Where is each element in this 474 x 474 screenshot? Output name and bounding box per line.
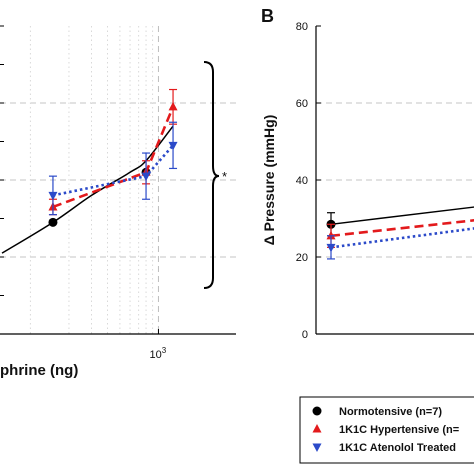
panel-a-x-axis-label: phrine (ng) xyxy=(0,362,78,379)
panel-b-series-1-point-0 xyxy=(326,230,336,240)
panel-b-y-tick-label-3: 60 xyxy=(296,98,308,110)
panel-b-y-ticks: 0 20 40 60 80 xyxy=(296,21,321,341)
panel-b-y-tick-label-0: 0 xyxy=(302,329,308,341)
panel-b-y-tick-label-2: 40 xyxy=(296,175,308,187)
legend-box xyxy=(299,396,474,464)
panel-a: 103 phrine (ng) * xyxy=(0,25,236,379)
panel-a-series-2 xyxy=(48,121,178,216)
panel-a-series-1-point-2 xyxy=(168,101,178,111)
legend-item-0: Normotensive (n=7) xyxy=(312,406,442,418)
significance-asterisk: * xyxy=(222,169,227,184)
panel-b-series-0-line xyxy=(330,206,474,225)
panel-a-series-0-point-0 xyxy=(48,217,58,227)
panel-b-label: B xyxy=(261,6,274,26)
legend: Normotensive (n=7) 1K1C Hypertensive (n= 1… xyxy=(299,396,474,464)
legend-item-0-label: Normotensive (n=7) xyxy=(339,406,442,418)
legend-items: Normotensive (n=7) 1K1C Hypertensive (n= 1… xyxy=(312,406,459,454)
legend-item-1-marker xyxy=(312,424,322,433)
legend-item-2-label: 1K1C Atenolol Treated xyxy=(339,442,456,454)
panel-b-series-2-point-0 xyxy=(326,243,336,253)
panel-a-series-2-point-0 xyxy=(48,191,58,201)
panel-b-series xyxy=(326,206,474,260)
panel-a-series-2-point-2 xyxy=(168,141,178,151)
panel-a-series-0-line xyxy=(1,125,174,254)
panel-a-series-0 xyxy=(1,125,174,254)
legend-item-2: 1K1C Atenolol Treated xyxy=(312,442,456,454)
panel-b: B 0 20 40 60 80 Δ Pressure (mmHg) xyxy=(261,6,474,341)
legend-item-0-marker xyxy=(312,406,322,416)
panel-a-x-tick-exponent: 3 xyxy=(162,346,167,355)
panel-b-y-axis-label: Δ Pressure (mmHg) xyxy=(261,115,277,246)
panel-b-series-2 xyxy=(326,227,474,260)
panel-a-y-ticks xyxy=(0,25,159,335)
panel-b-y-tick-label-4: 80 xyxy=(296,21,308,33)
panel-b-grid xyxy=(316,102,474,258)
legend-item-2-marker xyxy=(312,443,322,452)
panel-b-series-2-line xyxy=(330,227,474,249)
panel-a-x-tick-label: 103 xyxy=(149,346,166,361)
significance-bracket xyxy=(203,61,220,289)
panel-a-series-2-point-1 xyxy=(141,172,151,182)
panel-a-grid xyxy=(0,26,236,334)
panel-a-series xyxy=(1,88,178,254)
panel-b-y-tick-label-1: 20 xyxy=(296,252,308,264)
legend-item-1: 1K1C Hypertensive (n= xyxy=(312,424,459,436)
panel-b-series-1-line xyxy=(330,219,474,238)
legend-item-1-label: 1K1C Hypertensive (n= xyxy=(339,424,459,436)
